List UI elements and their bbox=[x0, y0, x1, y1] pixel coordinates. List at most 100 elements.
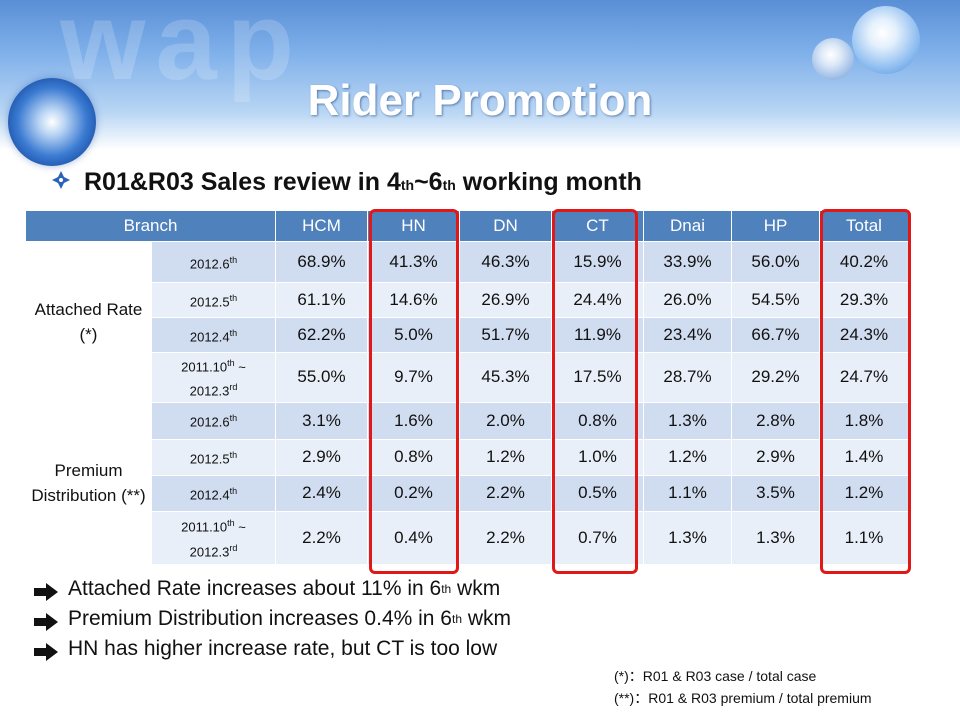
period-suffix: th bbox=[229, 327, 238, 338]
value-cell: 2.0% bbox=[459, 401, 552, 440]
period-text: 2012.6 bbox=[189, 414, 230, 430]
note-item: Premium Distribution increases 0.4% in 6… bbox=[34, 604, 511, 634]
period-suffix: th bbox=[229, 485, 238, 496]
period-text: 2012.4 bbox=[189, 329, 230, 345]
value-cell: 0.4% bbox=[367, 510, 460, 565]
table-row: 2012.5th 61.1% 14.6% 26.9% 24.4% 26.0% 54.5% 29… bbox=[26, 282, 909, 318]
value-cell: 1.2% bbox=[643, 438, 732, 476]
row-group-label: Premium Distribution (**) bbox=[25, 401, 152, 565]
period-cell: 2012.4th bbox=[151, 474, 276, 512]
value-cell: 66.7% bbox=[731, 317, 820, 353]
header-watermark: wap bbox=[60, 0, 304, 103]
period-suffix: th bbox=[227, 358, 235, 368]
value-cell: 1.1% bbox=[643, 474, 732, 512]
row-group-label: Attached Rate (*) bbox=[25, 241, 152, 403]
value-cell: 0.7% bbox=[551, 510, 644, 565]
value-cell: 51.7% bbox=[459, 317, 552, 353]
column-header-ct: CT bbox=[551, 210, 644, 242]
value-cell: 1.8% bbox=[819, 401, 909, 440]
value-cell: 5.0% bbox=[367, 317, 460, 353]
highlight-box-total bbox=[820, 209, 911, 574]
table-row: 2012.5th 2.9% 0.8% 1.2% 1.0% 1.2% 2.9% 1.4% bbox=[26, 438, 909, 476]
highlight-box-hn bbox=[369, 209, 459, 574]
column-header-hp: HP bbox=[731, 210, 820, 242]
period-end-suffix: rd bbox=[229, 382, 238, 393]
period-suffix: th bbox=[227, 518, 235, 529]
period-cell: 2011.10th ~2012.3rd bbox=[151, 510, 276, 565]
footnotes: (*)：R01 & R03 case / total case (**)：R01 … bbox=[614, 665, 872, 709]
value-cell: 2.2% bbox=[459, 510, 552, 565]
value-cell: 1.3% bbox=[643, 510, 732, 565]
value-cell: 68.9% bbox=[275, 241, 368, 283]
period-suffix: th bbox=[229, 292, 238, 303]
period-cell: 2012.5th bbox=[151, 438, 276, 476]
period-text: 2012.6 bbox=[189, 256, 230, 272]
note-suffix: wkm bbox=[451, 577, 501, 600]
period-suffix: th bbox=[229, 413, 238, 424]
footnote-item: (*)：R01 & R03 case / total case bbox=[614, 668, 817, 684]
table-row: 2012.4th 2.4% 0.2% 2.2% 0.5% 1.1% 3.5% 1.2% bbox=[26, 474, 909, 512]
decorative-bubble-right bbox=[852, 6, 920, 74]
value-cell: 46.3% bbox=[459, 241, 552, 283]
period-cell: 2012.4th bbox=[151, 317, 276, 353]
value-cell: 11.9% bbox=[551, 317, 644, 353]
footnote-item: (**)：R01 & R03 premium / total premium bbox=[614, 690, 872, 706]
value-cell: 41.3% bbox=[367, 241, 460, 283]
value-cell: 3.1% bbox=[275, 401, 368, 440]
period-cell: 2011.10th ~2012.3rd bbox=[151, 352, 276, 403]
value-cell: 0.2% bbox=[367, 474, 460, 512]
right-arrow-icon bbox=[34, 610, 58, 631]
note-sup: th bbox=[452, 612, 463, 626]
value-cell: 2.4% bbox=[275, 474, 368, 512]
header-background bbox=[0, 0, 960, 150]
column-header-hcm: HCM bbox=[275, 210, 368, 242]
value-cell: 3.5% bbox=[731, 474, 820, 512]
value-cell: 2.9% bbox=[731, 438, 820, 476]
value-cell: 1.4% bbox=[819, 438, 909, 476]
value-cell: 1.3% bbox=[731, 510, 820, 565]
period-text: 2012.4 bbox=[189, 487, 230, 503]
value-cell: 28.7% bbox=[643, 352, 732, 403]
value-cell: 24.3% bbox=[819, 317, 909, 353]
value-cell: 26.9% bbox=[459, 282, 552, 318]
table-row: 2011.10th ~2012.3rd 55.0% 9.7% 45.3% 17.5% 28… bbox=[26, 352, 909, 403]
value-cell: 0.5% bbox=[551, 474, 644, 512]
value-cell: 26.0% bbox=[643, 282, 732, 318]
sales-review-table: Branch HCM HN DN CT Dnai HP Total Attach… bbox=[25, 210, 909, 565]
value-cell: 45.3% bbox=[459, 352, 552, 403]
column-header-dn: DN bbox=[459, 210, 552, 242]
table-row: Attached Rate (*) 2012.6 th 68.9% 41.3% 46.3%… bbox=[25, 241, 909, 403]
note-text: Attached Rate increases about 11% in 6 bbox=[68, 577, 442, 600]
period-suffix: th bbox=[229, 449, 238, 460]
value-cell: 55.0% bbox=[275, 352, 368, 403]
table-row: Premium Distribution (**) 2012.6th 3.1% 1.6… bbox=[25, 401, 909, 565]
value-cell: 56.0% bbox=[731, 241, 820, 283]
value-cell: 29.2% bbox=[731, 352, 820, 403]
value-cell: 40.2% bbox=[819, 241, 909, 283]
table-header-row: Branch HCM HN DN CT Dnai HP Total bbox=[25, 210, 909, 242]
value-cell: 14.6% bbox=[367, 282, 460, 318]
section-heading-suffix: working month bbox=[455, 168, 642, 196]
column-header-dnai: Dnai bbox=[643, 210, 732, 242]
note-text: Premium Distribution increases 0.4% in 6 bbox=[68, 607, 452, 630]
period-end-text: 2012.3 bbox=[189, 543, 230, 559]
summary-notes: Attached Rate increases about 11% in 6 th… bbox=[34, 574, 511, 664]
period-text: 2011.10 bbox=[181, 359, 228, 375]
period-cell: 2012.6th bbox=[151, 401, 276, 440]
period-text: 2012.5 bbox=[189, 451, 230, 467]
section-heading-sup-1: th bbox=[400, 177, 415, 193]
column-header-branch: Branch bbox=[25, 210, 276, 242]
value-cell: 9.7% bbox=[367, 352, 460, 403]
right-arrow-icon bbox=[34, 580, 58, 601]
value-cell: 24.7% bbox=[819, 352, 909, 403]
value-cell: 29.3% bbox=[819, 282, 909, 318]
value-cell: 24.4% bbox=[551, 282, 644, 318]
period-cell: 2012.5th bbox=[151, 282, 276, 318]
period-text: 2012.5 bbox=[189, 294, 230, 310]
section-heading-middle: ~6 bbox=[414, 168, 443, 196]
value-cell: 2.2% bbox=[459, 474, 552, 512]
section-heading-sup-2: th bbox=[442, 177, 456, 193]
note-text: HN has higher increase rate, but CT is t… bbox=[68, 637, 498, 660]
value-cell: 0.8% bbox=[367, 438, 460, 476]
